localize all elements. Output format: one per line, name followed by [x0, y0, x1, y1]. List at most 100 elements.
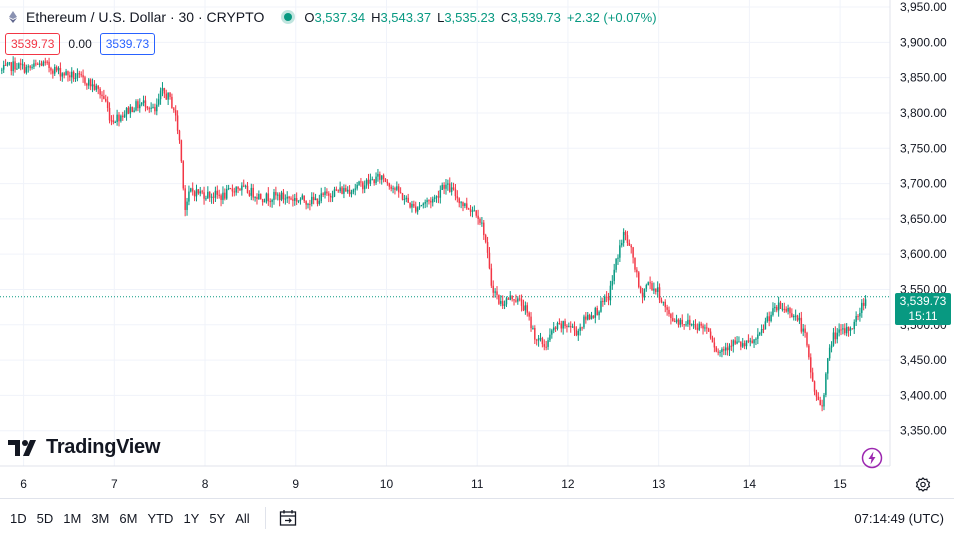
- candle-body: [520, 299, 523, 306]
- range-5y-button[interactable]: 5Y: [209, 510, 226, 526]
- candle-body: [108, 107, 111, 121]
- candle-body: [726, 347, 729, 351]
- range-1d-button[interactable]: 1D: [10, 510, 27, 526]
- candle-body: [343, 188, 345, 194]
- candle-body: [558, 322, 561, 324]
- candle-body: [713, 342, 716, 348]
- y-tick-label: 3,600.00: [900, 247, 947, 261]
- range-3m-button[interactable]: 3M: [91, 510, 110, 526]
- candle-body: [369, 179, 372, 184]
- range-ytd-button[interactable]: YTD: [147, 510, 174, 526]
- candle-body: [615, 258, 617, 270]
- candle-body: [88, 79, 90, 86]
- bolt-icon[interactable]: [861, 447, 883, 469]
- candle-body: [384, 178, 387, 182]
- candle-body: [583, 316, 585, 328]
- buy-price-button[interactable]: 3539.73: [99, 33, 156, 55]
- candle-body: [454, 189, 457, 197]
- candle-body: [214, 190, 217, 198]
- candle-series: [1, 56, 867, 412]
- candle-body: [579, 327, 581, 331]
- candle-body: [793, 315, 795, 318]
- candle-body: [72, 71, 75, 79]
- candle-body: [692, 324, 695, 326]
- candle-body: [556, 322, 559, 329]
- symbol-title[interactable]: Ethereum / U.S. Dollar · 30 · CRYPTO: [26, 9, 265, 25]
- candle-body: [137, 101, 139, 109]
- tradingview-logo[interactable]: TradingView: [8, 436, 160, 459]
- candle-body: [741, 343, 744, 347]
- brand-wordmark: TradingView: [46, 436, 161, 458]
- range-1m-button[interactable]: 1M: [63, 510, 82, 526]
- candle-body: [112, 120, 115, 123]
- candle-body: [76, 73, 79, 79]
- candle-body: [25, 67, 28, 73]
- candle-body: [84, 77, 86, 84]
- chart-grid: [0, 0, 891, 467]
- candle-body: [743, 343, 746, 347]
- symbol-legend: Ethereum / U.S. Dollar · 30 · CRYPTO O 3,…: [6, 7, 663, 27]
- candle-body: [734, 340, 736, 344]
- candle-body: [411, 203, 413, 208]
- candle-body: [486, 242, 489, 253]
- candle-body: [123, 114, 126, 118]
- candle-body: [2, 64, 5, 70]
- candle-body: [322, 193, 324, 195]
- candle-body: [836, 332, 838, 340]
- candle-body: [588, 314, 591, 320]
- x-tick-label: 15: [833, 477, 847, 491]
- range-6m-button[interactable]: 6M: [119, 510, 138, 526]
- candle-body: [31, 66, 33, 68]
- x-tick-label: 12: [561, 477, 575, 491]
- candle-body: [462, 202, 464, 207]
- candle-body: [732, 340, 735, 347]
- candle-body: [452, 187, 455, 190]
- candle-body: [668, 309, 670, 315]
- sell-price-button[interactable]: 3539.73: [5, 33, 61, 55]
- candle-body: [717, 351, 719, 353]
- range-1y-button[interactable]: 1Y: [183, 510, 200, 526]
- candle-body: [61, 73, 64, 77]
- y-tick-label: 3,800.00: [900, 106, 947, 120]
- candle-body: [842, 328, 844, 330]
- candle-body: [687, 319, 689, 325]
- gear-icon[interactable]: [915, 477, 931, 493]
- candle-body: [48, 61, 50, 69]
- candle-body: [171, 96, 173, 109]
- candle-body: [496, 291, 498, 295]
- x-tick-label: 11: [471, 477, 484, 491]
- candle-body: [484, 235, 487, 243]
- candle-body: [513, 299, 515, 301]
- candle-body: [498, 294, 500, 304]
- candle-body: [345, 188, 347, 192]
- y-tick-label: 3,700.00: [900, 177, 947, 191]
- candle-body: [573, 326, 576, 331]
- bar-countdown: 15:11: [908, 309, 938, 323]
- range-all-button[interactable]: All: [235, 510, 250, 526]
- candle-body: [638, 272, 640, 288]
- utc-clock[interactable]: 07:14:49 (UTC): [854, 510, 944, 526]
- candle-body: [666, 307, 668, 310]
- candle-body: [205, 198, 207, 200]
- candle-body: [447, 183, 449, 185]
- candle-body: [70, 71, 73, 78]
- candle-body: [679, 319, 682, 325]
- candle-body: [239, 188, 241, 191]
- candle-body: [307, 203, 309, 205]
- range-5d-button[interactable]: 5D: [36, 510, 54, 526]
- candle-body: [401, 193, 404, 200]
- candle-body: [250, 187, 253, 196]
- candle-body: [44, 61, 47, 63]
- candle-body: [407, 197, 409, 203]
- last-price-value: 3,539.73: [899, 294, 947, 308]
- candle-body: [197, 189, 200, 194]
- candle-body: [265, 193, 268, 202]
- candle-body: [16, 68, 18, 70]
- open-label: O: [304, 9, 315, 25]
- candle-body: [163, 88, 166, 94]
- candle-body: [764, 321, 767, 330]
- candle-body: [577, 330, 580, 336]
- candle-body: [715, 347, 718, 352]
- calendar-icon[interactable]: [278, 508, 298, 528]
